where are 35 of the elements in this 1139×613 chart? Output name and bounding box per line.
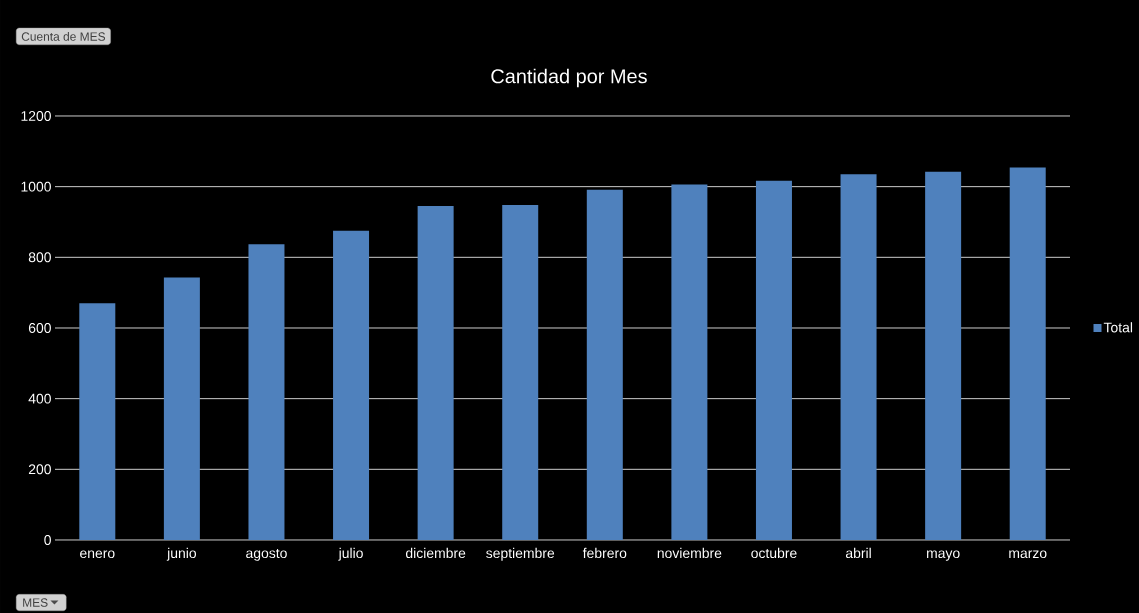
x-tick-label: diciembre bbox=[405, 547, 466, 559]
bar bbox=[671, 184, 708, 540]
x-tick-label: octubre bbox=[751, 547, 797, 559]
y-tick-label: 200 bbox=[28, 464, 51, 475]
x-tick-label: febrero bbox=[582, 547, 627, 559]
y-tick-label: 0 bbox=[44, 535, 51, 545]
bar bbox=[755, 180, 792, 540]
x-tick-label: septiembre bbox=[486, 547, 555, 561]
y-tick-label: 600 bbox=[28, 323, 51, 333]
bar bbox=[1009, 167, 1046, 540]
bar bbox=[79, 303, 116, 540]
x-tick-label: junio bbox=[166, 547, 197, 561]
bar bbox=[502, 205, 539, 540]
y-tick-label: 1000 bbox=[21, 181, 51, 192]
x-tick-label: julio bbox=[338, 547, 363, 561]
bar bbox=[248, 244, 285, 540]
x-tick-label: mayo bbox=[927, 550, 960, 561]
chart-title: Cantidad por Mes bbox=[491, 68, 647, 88]
bar bbox=[925, 171, 962, 540]
bar bbox=[840, 174, 877, 540]
legend-label: Total bbox=[1103, 322, 1133, 333]
bar bbox=[417, 206, 454, 540]
x-tick-label: abril bbox=[845, 547, 871, 559]
x-tick-label: marzo bbox=[1009, 550, 1047, 559]
text: Cuenta de MES bbox=[21, 32, 106, 41]
x-tick-label: enero bbox=[80, 550, 115, 559]
text: MES bbox=[23, 598, 48, 607]
bar bbox=[333, 230, 370, 540]
y-tick-label: 400 bbox=[28, 393, 51, 404]
y-tick-label: 800 bbox=[28, 252, 51, 263]
bar bbox=[586, 189, 623, 540]
x-tick-label: noviembre bbox=[657, 547, 722, 559]
y-tick-label: 1200 bbox=[21, 111, 51, 121]
bar bbox=[163, 277, 200, 540]
x-tick-label: agosto bbox=[246, 548, 287, 561]
